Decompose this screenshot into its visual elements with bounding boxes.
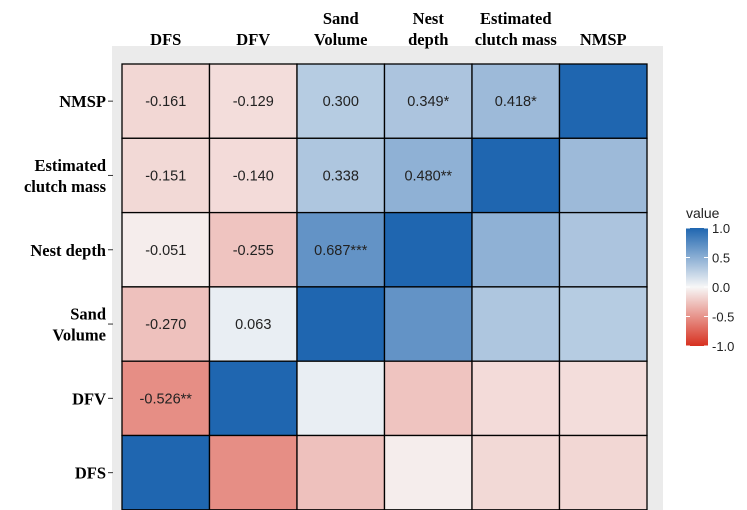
heatmap-cell-r5-c3: [383, 434, 473, 510]
heatmap-cell-r4-c3: [383, 360, 473, 437]
cell-label-r1-c3: 0.480**: [404, 168, 452, 184]
row-label-nest-depth: Nest depth: [30, 241, 106, 260]
row-label-estimated-clutch-mass: Estimated clutch mass: [24, 156, 107, 196]
legend-ticks: 1.0 0.5 0.0 -0.5 -1.0: [686, 221, 734, 354]
row-label-nmsp: NMSP: [59, 92, 106, 111]
heatmap-cell-r5-c0: [121, 434, 211, 510]
row-label-dfv: DFV: [72, 389, 106, 408]
column-label-dfs: DFS: [150, 30, 181, 49]
cell-label-r0-c0: -0.161: [145, 94, 186, 110]
heatmap-cell-r2-c5: [558, 211, 648, 288]
cell-label-r3-c1: 0.063: [235, 317, 271, 333]
heatmap-cell-r4-c0: [121, 360, 211, 437]
legend-colorbar: [686, 228, 708, 346]
column-label-estimated-clutch-mass: Estimated clutch mass: [475, 9, 558, 49]
cell-label-r4-c0: -0.526**: [140, 391, 193, 407]
column-label-dfv: DFV: [236, 30, 270, 49]
heatmap-cell-r0-c5: [558, 63, 648, 139]
heatmap-cell-r3-c4: [471, 286, 561, 362]
row-labels: NMSP Estimated clutch mass Nest depth Sand Vo…: [24, 92, 107, 483]
heatmap-cell-r0-c2: [296, 63, 386, 139]
heatmap-cell-r1-c4: [471, 137, 561, 214]
heatmap-cell-r1-c1: [208, 137, 298, 214]
heatmap-cell-r2-c4: [471, 211, 561, 288]
heatmap-cell-r1-c3: [383, 137, 473, 214]
heatmap-cell-r5-c2: [296, 434, 386, 510]
column-label-nest-depth: Nest depth: [408, 9, 448, 49]
cell-label-r0-c2: 0.300: [323, 94, 359, 110]
heatmap-cell-r0-c0: [121, 63, 211, 139]
heatmap-cell-r3-c3: [383, 286, 473, 362]
legend: value 1.0 0.5 0.0 -0.5 -1.0: [686, 205, 734, 354]
heatmap-cell-r2-c0: [121, 211, 211, 288]
heatmap-cell-r1-c2: [296, 137, 386, 214]
legend-tick-label-4: -1.0: [712, 339, 734, 354]
legend-title: value: [686, 205, 720, 221]
heatmap-cell-r1-c5: [558, 137, 648, 214]
cell-label-r2-c0: -0.051: [145, 243, 186, 259]
column-label-nmsp: NMSP: [580, 30, 627, 49]
heatmap-cell-r4-c4: [471, 360, 561, 437]
heatmap-cell-r3-c1: [208, 286, 298, 362]
cell-label-r1-c0: -0.151: [145, 168, 186, 184]
cell-label-r0-c1: -0.129: [233, 94, 274, 110]
cell-label-r1-c2: 0.338: [323, 168, 359, 184]
heatmap-cells: [121, 63, 648, 510]
row-label-dfs: DFS: [75, 464, 106, 483]
heatmap-cell-r4-c5: [558, 360, 648, 437]
cell-label-r0-c4: 0.418*: [495, 94, 537, 110]
heatmap-cell-r5-c4: [471, 434, 561, 510]
cell-label-r3-c0: -0.270: [145, 317, 186, 333]
heatmap-cell-r4-c2: [296, 360, 386, 437]
cell-label-r2-c2: 0.687***: [314, 243, 368, 259]
heatmap-cell-r3-c5: [558, 286, 648, 362]
heatmap-cell-r5-c1: [208, 434, 298, 510]
row-tick-marks: [108, 100, 113, 474]
column-labels: DFS DFV Sand Volume Nest depth Estimated clutch…: [150, 9, 626, 49]
cell-value-labels: -0.161 -0.129 0.300 0.349* 0.418* -0.151 -0.14…: [140, 94, 538, 407]
heatmap-cell-r5-c5: [558, 434, 648, 510]
heatmap-cell-r3-c0: [121, 286, 211, 362]
cell-label-r0-c3: 0.349*: [407, 94, 449, 110]
legend-tick-label-1: 0.5: [712, 251, 730, 266]
row-label-sand-volume: Sand Volume: [53, 305, 106, 345]
heatmap-cell-r2-c3: [383, 211, 473, 288]
legend-tick-label-2: 0.0: [712, 280, 730, 295]
cell-label-r1-c1: -0.140: [233, 168, 274, 184]
cell-label-r2-c1: -0.255: [233, 243, 274, 259]
heatmap-cell-r4-c1: [208, 360, 298, 437]
heatmap-cell-r3-c2: [296, 286, 386, 362]
legend-tick-label-3: -0.5: [712, 310, 734, 325]
column-label-sand-volume: Sand Volume: [314, 9, 367, 49]
heatmap-cell-r0-c1: [208, 63, 298, 139]
legend-tick-label-0: 1.0: [712, 221, 730, 236]
heatmap-cell-r2-c2: [296, 211, 386, 288]
